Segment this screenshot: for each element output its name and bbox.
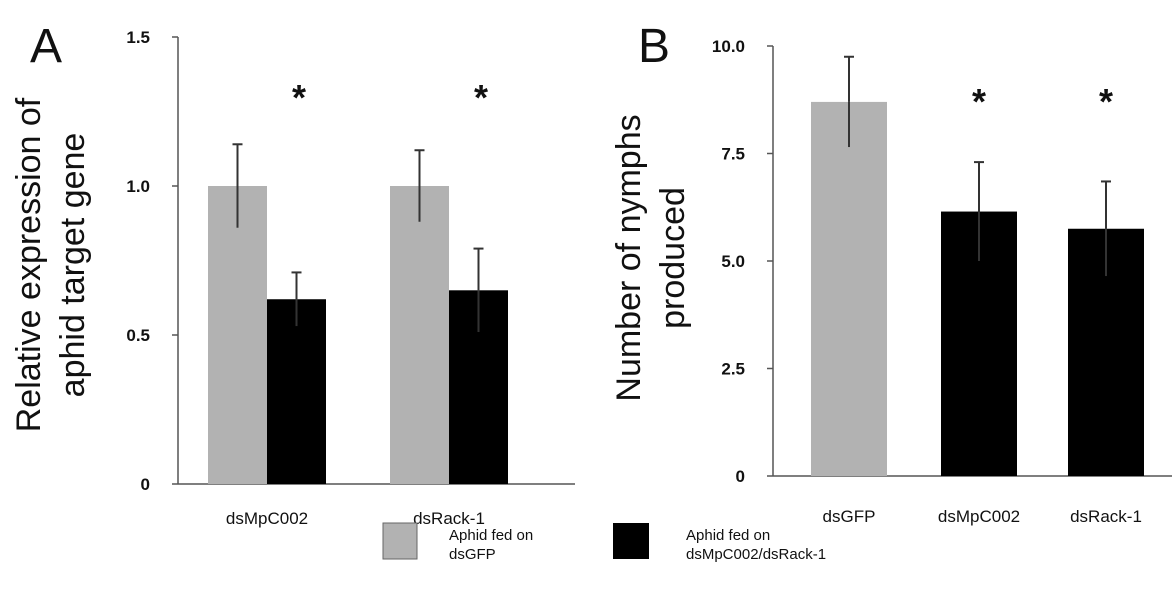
panel-a-ytick-label: 0.5: [126, 326, 150, 345]
panel-b-significance: *: [1099, 81, 1113, 122]
panel-b-bar: [811, 101, 887, 477]
legend: Aphid fed on dsGFP Aphid fed on dsMpC002…: [382, 522, 826, 563]
panel-b-significance: *: [972, 81, 986, 122]
legend-swatch-control: [382, 522, 418, 560]
panel-b-chart: 0 2.5 5.0 7.5 10.0 dsGFP dsMpC002 * dsRack-1 *: [712, 37, 1172, 526]
panel-b-category-label: dsRack-1: [1070, 507, 1142, 526]
panel-a-significance: *: [474, 77, 488, 118]
panel-b-ylabel-line2: produced: [654, 187, 692, 329]
panel-a-category-label: dsMpC002: [226, 509, 308, 528]
panel-a-ytick-label: 1.5: [126, 28, 150, 47]
panel-b-ytick-label: 10.0: [712, 37, 745, 56]
panel-b-ytick-label: 0: [736, 467, 745, 486]
panel-a-bar: [208, 186, 267, 484]
panel-a-bar: [267, 299, 326, 484]
panel-a-ytick-label: 1.0: [126, 177, 150, 196]
panel-a-ylabel-line1: Relative expression of: [10, 97, 48, 432]
panel-b-ytick-label: 2.5: [721, 360, 745, 379]
legend-control-line2: dsGFP: [449, 546, 496, 563]
panel-b-category-label: dsMpC002: [938, 507, 1020, 526]
panel-a-ytick-label: 0: [141, 475, 150, 494]
panel-b-ytick-label: 5.0: [721, 252, 745, 271]
panel-b-ylabel-line1: Number of nymphs: [610, 114, 648, 401]
legend-treated-line2: dsMpC002/dsRack-1: [686, 546, 826, 563]
legend-control-line1: Aphid fed on: [449, 527, 533, 544]
panel-b-label: B: [638, 20, 670, 73]
panel-a-chart: 0 0.5 1.0 1.5 dsMpC002 * dsRack-1 *: [126, 28, 575, 528]
legend-swatch-treated: [613, 523, 649, 559]
panel-b-ytick-label: 7.5: [721, 145, 745, 164]
panel-a-label: A: [30, 20, 62, 73]
panel-b-category-label: dsGFP: [823, 507, 876, 526]
panel-a-ylabel-line2: aphid target gene: [54, 133, 92, 398]
panel-a-significance: *: [292, 77, 306, 118]
panel-a-bar: [390, 186, 449, 484]
legend-treated-line1: Aphid fed on: [686, 527, 770, 544]
panel-a-category-label: dsRack-1: [413, 509, 485, 528]
